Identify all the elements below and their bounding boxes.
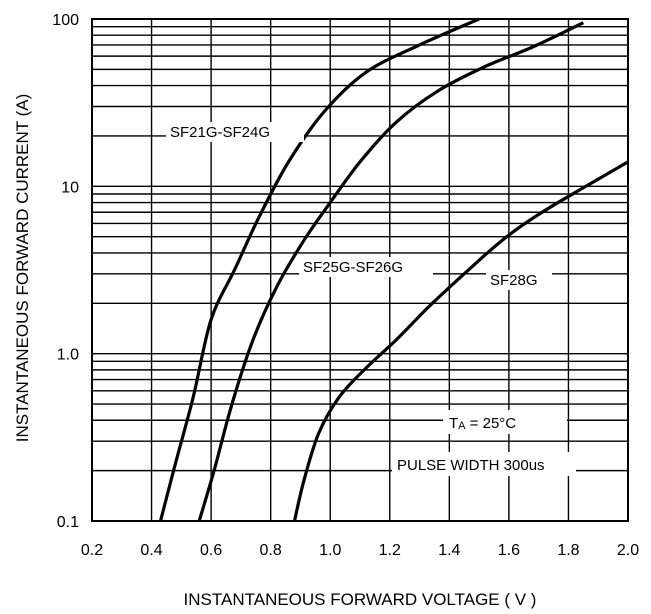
pulse-note: PULSE WIDTH 300us (392, 452, 576, 476)
plot-frame (91, 18, 629, 522)
curves (158, 17, 629, 522)
svg-text:TA = 25°C: TA = 25°C (449, 415, 516, 432)
temp-subscript: A (458, 420, 466, 432)
x-tick-label: 1.2 (379, 542, 401, 559)
y-tick-labels: 0.1 1.0 10 100 (52, 12, 79, 531)
series-label-3: SF28G (490, 272, 538, 289)
pulse-width-label: PULSE WIDTH 300us (397, 457, 545, 474)
temp-symbol: T (449, 415, 458, 432)
y-tick-label: 10 (61, 179, 79, 196)
x-axis-label: INSTANTANEOUS FORWARD VOLTAGE ( V ) (184, 590, 537, 609)
x-tick-label: 0.4 (140, 542, 162, 559)
x-tick-label: 0.2 (81, 542, 103, 559)
series-label-2: SF25G-SF26G (303, 259, 403, 276)
series-line-3 (292, 160, 629, 522)
y-tick-label: 100 (52, 12, 79, 29)
x-tick-label: 1.8 (557, 542, 579, 559)
series-label-1: SF21G-SF24G (170, 124, 270, 141)
x-tick-label: 2.0 (617, 542, 639, 559)
series-labels: SF21G-SF24G SF25G-SF26G SF28G (166, 122, 552, 290)
x-tick-label: 1.0 (319, 542, 341, 559)
x-tick-labels: 0.2 0.4 0.6 0.8 1.0 1.2 1.4 1.6 1.8 2.0 (81, 542, 639, 559)
x-tick-label: 1.4 (438, 542, 460, 559)
x-tick-label: 0.6 (200, 542, 222, 559)
temp-value: = 25°C (466, 415, 517, 432)
y-axis-label: INSTANTANEOUS FORWARD CURRENT (A) (13, 94, 32, 443)
series-line-2 (197, 21, 585, 522)
series-line-1 (158, 17, 480, 522)
x-tick-label: 1.6 (498, 542, 520, 559)
temperature-note: TA = 25°C (443, 410, 567, 434)
x-tick-label: 0.8 (260, 542, 282, 559)
y-tick-label: 0.1 (57, 514, 79, 531)
y-tick-label: 1.0 (57, 347, 79, 364)
